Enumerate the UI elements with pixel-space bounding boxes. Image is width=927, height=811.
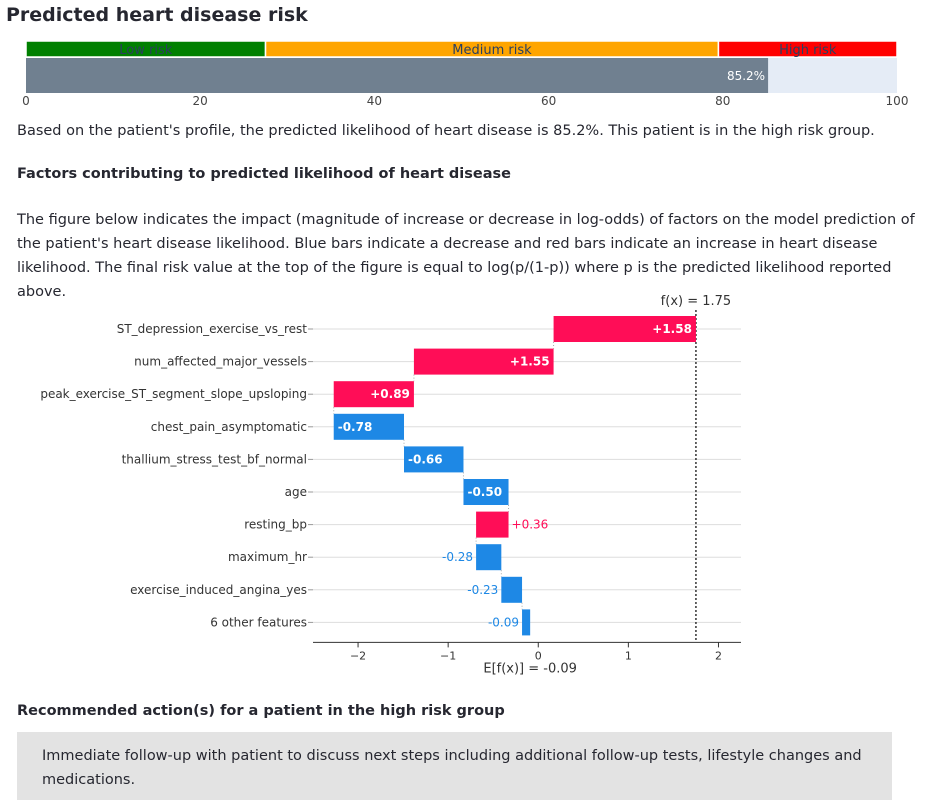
bar-value-label: +0.89 [370,387,410,401]
feature-label: num_affected_major_vessels [134,355,307,369]
x-tick-label: −1 [440,649,456,662]
gauge-band-2 [717,40,898,58]
feature-label: exercise_induced_angina_yes [130,583,307,597]
feature-label: chest_pain_asymptomatic [151,420,307,434]
risk-gauge: Low risk Medium risk High risk 85.2% 0 20 40 60… [22,40,909,108]
bar-value-label: -0.23 [467,583,498,597]
waterfall-bar [553,316,696,342]
waterfall-bar [404,446,464,473]
gauge-tick-1: 20 [193,94,208,108]
waterfall-bar [333,381,414,408]
feature-label: 6 other features [210,615,307,629]
feature-label: maximum_hr [228,550,307,564]
factors-description: The figure below indicates the impact (m… [17,212,915,300]
efx-label: E[f(x)] = -0.09 [483,661,577,676]
feature-label: ST_depression_exercise_vs_rest [117,322,308,336]
waterfall-bar [463,479,509,505]
x-tick-label: 1 [625,649,632,662]
recommend-heading: Recommended action(s) for a patient in t… [17,703,505,719]
waterfall-bar [522,609,531,636]
bar-value-label: -0.78 [338,420,373,434]
feature-label: peak_exercise_ST_segment_slope_upsloping [40,387,307,401]
bar-value-label: +1.55 [510,355,550,369]
waterfall-bar [476,544,502,571]
recommendation-box: Immediate follow-up with patient to disc… [17,732,892,800]
feature-label: resting_bp [244,518,307,532]
fx-label: f(x) = 1.75 [661,294,732,309]
recommendation-text: Immediate follow-up with patient to disc… [42,748,862,788]
gauge-tick-5: 100 [886,94,909,108]
bar-value-label: +1.58 [652,322,692,336]
gauge-band-label-1: Medium risk [452,43,532,58]
bar-value-label: -0.09 [488,615,519,629]
gauge-tick-4: 80 [715,94,730,108]
gauge-value-label: 85.2% [727,69,765,83]
waterfall-chart: f(x) = 1.75 ST_depression_exercise_vs_res… [40,294,741,676]
factors-heading: Factors contributing to predicted likeli… [17,166,511,182]
gauge-tick-2: 40 [367,94,382,108]
page-title: Predicted heart disease risk [6,4,308,26]
feature-label: age [285,485,307,499]
bar-value-label: +0.36 [512,518,549,532]
x-tick-label: 0 [535,649,542,662]
bar-value-label: -0.50 [467,485,502,499]
bar-value-label: -0.28 [442,550,473,564]
x-tick-label: −2 [350,649,366,662]
gauge-tick-3: 60 [541,94,556,108]
gauge-value-bar [26,58,769,93]
waterfall-bar [333,413,405,440]
gauge-band-label-2: High risk [779,43,837,58]
summary-text: Based on the patient's profile, the pred… [17,123,875,139]
waterfall-bar [476,511,509,538]
bar-value-label: -0.66 [408,452,443,466]
gauge-tick-0: 0 [22,94,30,108]
gauge-band-label-0: Low risk [119,43,172,58]
feature-label: thallium_stress_test_bf_normal [122,452,307,466]
waterfall-bar [413,348,554,375]
waterfall-bar [501,576,523,603]
x-tick-label: 2 [715,649,722,662]
